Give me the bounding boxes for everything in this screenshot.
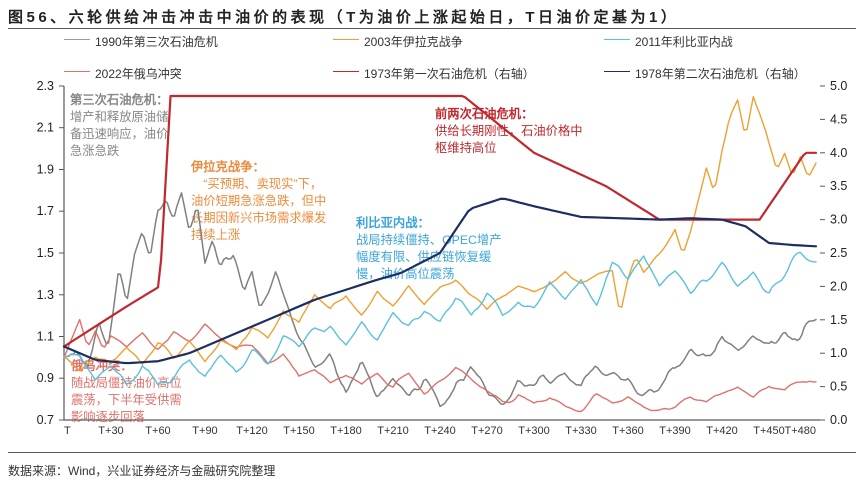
svg-text:4.0: 4.0 — [830, 146, 847, 160]
svg-text:T+90: T+90 — [192, 425, 217, 437]
svg-text:T+210: T+210 — [377, 425, 409, 437]
svg-text:5.0: 5.0 — [830, 79, 847, 93]
svg-text:T+60: T+60 — [145, 425, 170, 437]
svg-text:T+420: T+420 — [706, 425, 738, 437]
svg-text:T+390: T+390 — [659, 425, 691, 437]
svg-text:1.1: 1.1 — [37, 330, 54, 344]
svg-text:T+360: T+360 — [612, 425, 644, 437]
svg-text:0.7: 0.7 — [37, 413, 54, 427]
svg-text:2.1: 2.1 — [37, 121, 54, 135]
svg-text:T+180: T+180 — [330, 425, 362, 437]
svg-text:1.5: 1.5 — [830, 313, 847, 327]
svg-text:T+120: T+120 — [236, 425, 268, 437]
svg-text:T+240: T+240 — [424, 425, 456, 437]
svg-text:0.9: 0.9 — [37, 371, 54, 385]
svg-text:T+330: T+330 — [565, 425, 597, 437]
svg-text:4.5: 4.5 — [830, 112, 847, 126]
svg-text:1.3: 1.3 — [37, 288, 54, 302]
svg-text:T+480: T+480 — [785, 425, 817, 437]
svg-text:T+450: T+450 — [753, 425, 785, 437]
svg-text:1.5: 1.5 — [37, 246, 54, 260]
svg-text:T+300: T+300 — [518, 425, 550, 437]
svg-text:0.5: 0.5 — [830, 380, 847, 394]
svg-text:1.9: 1.9 — [37, 163, 54, 177]
svg-text:1.0: 1.0 — [830, 346, 847, 360]
svg-text:T+150: T+150 — [283, 425, 315, 437]
svg-text:2.5: 2.5 — [830, 246, 847, 260]
svg-text:0.0: 0.0 — [830, 413, 847, 427]
svg-text:2.3: 2.3 — [37, 79, 54, 93]
svg-text:2.0: 2.0 — [830, 279, 847, 293]
svg-text:T: T — [64, 425, 71, 437]
svg-text:T+30: T+30 — [98, 425, 123, 437]
svg-text:1.7: 1.7 — [37, 204, 54, 218]
svg-text:3.0: 3.0 — [830, 213, 847, 227]
svg-text:T+270: T+270 — [471, 425, 503, 437]
svg-text:3.5: 3.5 — [830, 179, 847, 193]
